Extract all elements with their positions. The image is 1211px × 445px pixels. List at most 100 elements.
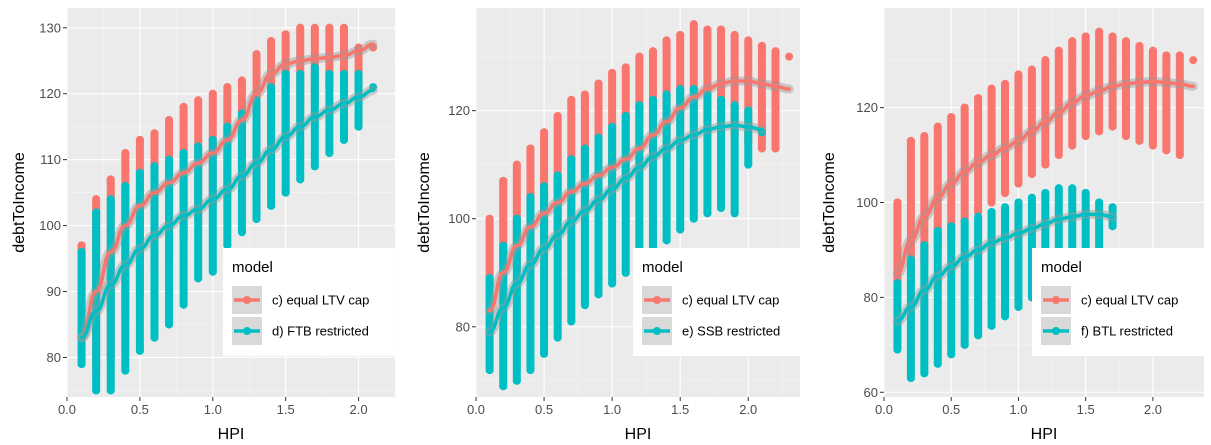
series-2-point <box>744 106 753 115</box>
series-1-point <box>757 144 766 153</box>
series-2-point <box>553 171 562 180</box>
series-2-point <box>526 365 535 374</box>
series-2-point <box>1108 222 1117 231</box>
x-tick-label: 0.5 <box>131 402 149 417</box>
series-2-point <box>499 382 508 391</box>
y-tick-label: 80 <box>47 350 61 365</box>
y-tick-label: 130 <box>39 20 61 35</box>
series-1-point <box>237 76 246 85</box>
legend-title: model <box>232 259 273 276</box>
series-1-point <box>194 96 203 105</box>
legend-entry-label: f) BTL restricted <box>1081 324 1173 339</box>
x-tick-label: 2.0 <box>739 402 757 417</box>
series-1-point <box>771 47 780 56</box>
series-2-point <box>920 241 929 250</box>
chart-svg-3: 0.0 0.5 1.0 1.5 2.0 60 80 100 120 HPI debtToIncome… <box>821 8 1204 443</box>
series-1-point <box>1001 189 1010 198</box>
series-2-point <box>717 203 726 212</box>
series-2-trend-line <box>487 123 764 334</box>
series-1-point <box>1162 146 1171 155</box>
series-1-point <box>1135 41 1144 50</box>
series-2-point <box>676 85 685 94</box>
legend-entry-label: c) equal LTV cap <box>1081 293 1178 308</box>
series-2-point <box>1001 203 1010 212</box>
series-1-point <box>1135 136 1144 145</box>
data-layer <box>77 23 378 395</box>
series-2-point <box>947 222 956 231</box>
legend-entry-label: d) FTB restricted <box>272 324 369 339</box>
series-2-point <box>987 207 996 216</box>
legend: model c) equal LTV cap d) FTB restricted <box>223 248 395 356</box>
series-2-point <box>567 317 576 326</box>
series-2-point <box>354 69 363 78</box>
series-2-point <box>703 209 712 218</box>
series-1-point <box>893 198 902 207</box>
series-2-point <box>1095 198 1104 207</box>
series-2-point <box>499 241 508 250</box>
y-tick-label: 120 <box>39 86 61 101</box>
series-2-point <box>252 214 261 223</box>
series-2-point <box>580 144 589 153</box>
series-2-trend-line <box>79 88 375 340</box>
x-tick-label: 0.0 <box>467 402 485 417</box>
series-2-point <box>150 162 159 171</box>
series-2-point <box>281 69 290 78</box>
x-tick-label: 1.0 <box>603 402 621 417</box>
series-2-point <box>526 193 535 202</box>
x-tick-label: 1.0 <box>1009 402 1027 417</box>
x-tick-label: 1.5 <box>671 402 689 417</box>
series-1-trend-line <box>895 79 1195 276</box>
series-1-point <box>1081 32 1090 41</box>
series-1-point <box>1068 141 1077 150</box>
series-2-point <box>689 214 698 223</box>
series-2-point <box>237 109 246 118</box>
series-1-point <box>1027 65 1036 74</box>
series-2-point <box>512 376 521 385</box>
series-2-point <box>920 369 929 378</box>
x-tick-label: 0.5 <box>942 402 960 417</box>
series-1-point <box>1027 170 1036 179</box>
series-2-point <box>608 122 617 131</box>
series-1-point <box>1095 27 1104 36</box>
series-2-point <box>1081 189 1090 198</box>
legend-entry-label: c) equal LTV cap <box>682 293 779 308</box>
series-2-point <box>77 360 86 369</box>
legend-entry-label: e) SSB restricted <box>682 324 780 339</box>
series-1-point <box>1148 141 1157 150</box>
legend-key-point <box>653 296 661 304</box>
series-2-point <box>689 85 698 94</box>
series-2-point <box>540 349 549 358</box>
series-1-point <box>648 47 657 56</box>
series-2-point <box>1054 184 1063 193</box>
series-2-point <box>933 359 942 368</box>
x-axis-title: HPI <box>625 426 652 443</box>
x-tick-label: 0.5 <box>535 402 553 417</box>
legend-key-point <box>243 296 251 304</box>
series-2-point <box>223 241 232 250</box>
series-2-point <box>580 301 589 310</box>
series-2-point <box>339 135 348 144</box>
series-2-point <box>621 112 630 121</box>
x-tick-label: 0.0 <box>58 402 76 417</box>
series-2-point <box>960 340 969 349</box>
series-1-point <box>1108 32 1117 41</box>
series-1-point <box>77 241 86 250</box>
series-2-point <box>1041 189 1050 198</box>
legend-entry-label: c) equal LTV cap <box>272 293 369 308</box>
series-1-point <box>223 83 232 92</box>
y-tick-label: 100 <box>39 218 61 233</box>
series-2-point <box>325 69 334 78</box>
series-2-trend-line <box>895 212 1115 323</box>
series-1-point <box>485 214 494 223</box>
series-1-point <box>744 36 753 45</box>
series-1-point <box>1001 79 1010 88</box>
series-2-point <box>267 83 276 92</box>
series-2-point <box>179 149 188 158</box>
series-1-point <box>920 132 929 141</box>
series-1-point <box>106 175 115 184</box>
series-2-point <box>267 201 276 210</box>
series-2-point <box>252 96 261 105</box>
series-1-point <box>310 23 319 32</box>
series-2-point <box>594 290 603 299</box>
series-2-point <box>703 90 712 99</box>
